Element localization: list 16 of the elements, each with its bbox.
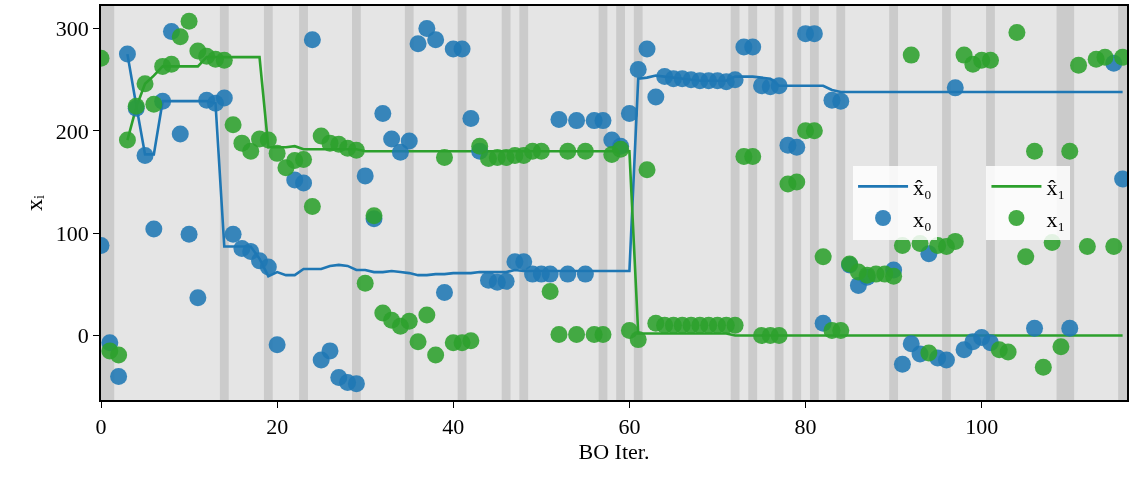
x-tick-label: 80 <box>794 414 817 440</box>
y-tick-label: 0 <box>77 323 89 349</box>
legend-label: x₀ <box>913 206 932 232</box>
legend-label: x̂₁ <box>1046 174 1066 200</box>
legend-label: x̂₀ <box>913 174 932 200</box>
legend-label: x₁ <box>1046 206 1066 232</box>
x-tick-label: 60 <box>618 414 641 440</box>
x-tick-label: 100 <box>965 414 999 440</box>
y-tick-label: 100 <box>55 220 89 246</box>
x-axis-title: BO Iter. <box>578 439 650 465</box>
x-tick-label: 20 <box>266 414 289 440</box>
x-tick-label: 0 <box>95 414 107 440</box>
y-tick-label: 300 <box>55 16 89 42</box>
y-axis-title: xᵢ <box>21 194 48 211</box>
x-tick-label: 40 <box>442 414 465 440</box>
y-tick-label: 200 <box>55 118 89 144</box>
